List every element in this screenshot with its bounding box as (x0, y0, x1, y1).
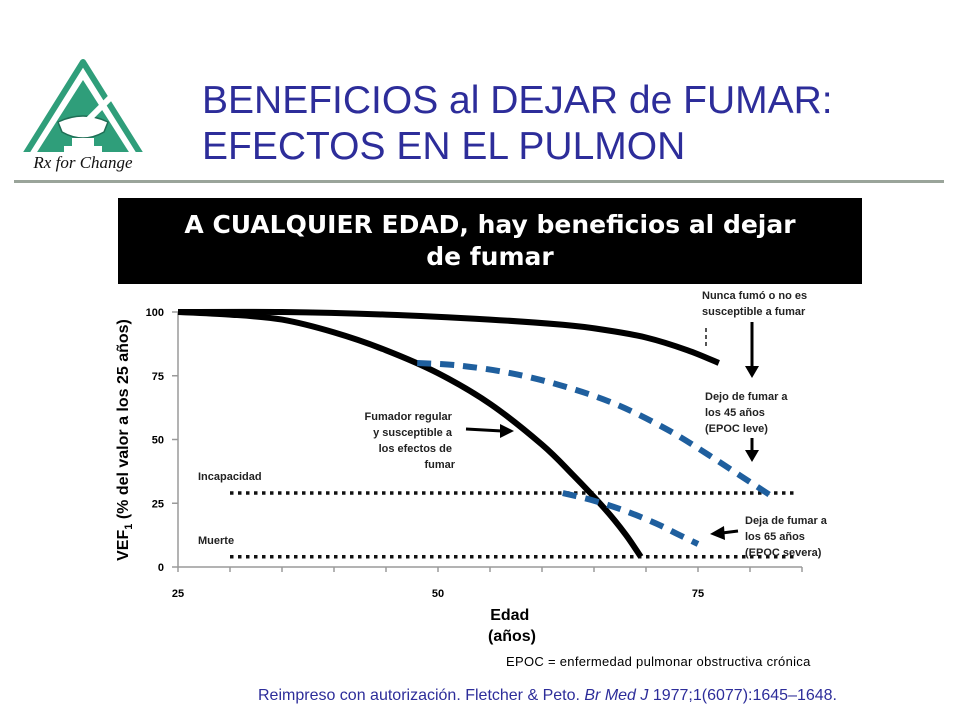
annotation-quit-65: Deja de fumar a los 65 años (EPOC severa… (745, 515, 830, 559)
annotation-quit-65-line-1: Deja de fumar a (745, 515, 828, 527)
page-title: BENEFICIOS al DEJAR de FUMAR: EFECTOS EN… (202, 78, 902, 170)
reference-lines: Incapacidad Muerte (198, 471, 796, 559)
reference-line-label: Muerte (198, 535, 234, 547)
annotation-never-smoked-line-2: susceptible a fumar (702, 306, 806, 318)
y-axis-label-rest: (% del valor a los 25 años) (115, 319, 132, 524)
arrow-never-smoked-head (745, 366, 759, 378)
y-tick-label: 50 (152, 435, 164, 447)
citation-prefix: Reimpreso con autorización. Fletcher & P… (258, 687, 585, 704)
x-axis-label-line-1: Edad (490, 607, 529, 624)
annotation-quit-65-line-2: los 65 años (745, 531, 805, 543)
y-tick-label: 75 (152, 371, 164, 383)
series-line-solid (177, 309, 644, 559)
x-axis-label: Edad (años) (488, 607, 536, 645)
y-axis-label-main: VEF (115, 530, 132, 561)
annotation-quit-45-line-2: los 45 años (705, 407, 765, 419)
arrow-quit-65 (721, 529, 739, 535)
title-line-1: BENEFICIOS al DEJAR de FUMAR: (202, 79, 833, 122)
x-ticks: 25 50 75 (172, 567, 803, 600)
arrow-regular-smoker (465, 427, 503, 433)
y-tick-label: 0 (158, 562, 164, 574)
annotation-quit-45-line-1: Dejo de fumar a (705, 391, 788, 403)
y-axis-label-sub: 1 (123, 524, 135, 530)
arrow-quit-65-head (710, 526, 725, 540)
x-tick-label: 50 (432, 588, 444, 600)
key-message-banner: A CUALQUIER EDAD, hay beneficios al deja… (118, 198, 862, 284)
annotation-quit-45: Dejo de fumar a los 45 años (EPOC leve) (705, 391, 791, 435)
annotation-quit-45-line-3: (EPOC leve) (705, 423, 768, 435)
reference-line-label: Incapacidad (198, 471, 262, 483)
x-tick-label: 75 (692, 588, 704, 600)
series-line-dashed (417, 360, 773, 499)
series-line-dashed (562, 490, 700, 547)
arrow-quit-45-head (745, 450, 759, 462)
annotation-regular-smoker-line-2: y susceptible a (373, 427, 453, 439)
y-tick-label: 25 (152, 498, 164, 510)
footnote: EPOC = enfermedad pulmonar obstructiva c… (506, 654, 811, 669)
annotation-regular-smoker-line-1: Fumador regular (365, 411, 453, 423)
title-line-2: EFECTOS EN EL PULMON (202, 125, 686, 168)
x-axis-label-line-2: (años) (488, 628, 536, 645)
citation: Reimpreso con autorización. Fletcher & P… (258, 687, 837, 705)
banner-line-1: A CUALQUIER EDAD, hay beneficios al deja… (184, 210, 796, 239)
title-divider (14, 180, 944, 183)
annotation-regular-smoker-line-4: fumar (424, 459, 455, 471)
annotation-regular-smoker-line-3: los efectos de (379, 443, 452, 455)
series-lines (177, 308, 773, 559)
y-axis-label: VEF1 (% del valor a los 25 años) (115, 319, 135, 561)
annotation-never-smoked: Nunca fumó o no es susceptible a fumar (702, 290, 810, 318)
citation-suffix: 1977;1(6077):1645–1648. (648, 687, 837, 704)
annotation-never-smoked-line-1: Nunca fumó o no es (702, 290, 807, 302)
logo-text: Rx for Change (32, 153, 133, 172)
banner-line-2: de fumar (426, 242, 554, 271)
arrow-regular-smoker-head (500, 424, 514, 438)
y-tick-label: 100 (146, 307, 164, 319)
annotation-regular-smoker: Fumador regular y susceptible a los efec… (365, 411, 456, 471)
rx-for-change-logo: Rx for Change (14, 59, 152, 172)
annotation-quit-65-line-3: (EPOC severa) (745, 547, 822, 559)
x-tick-label: 25 (172, 588, 184, 600)
series-line-solid (177, 308, 720, 366)
y-ticks: 0 25 50 75 100 (146, 307, 178, 574)
citation-journal: Br Med J (584, 687, 649, 704)
